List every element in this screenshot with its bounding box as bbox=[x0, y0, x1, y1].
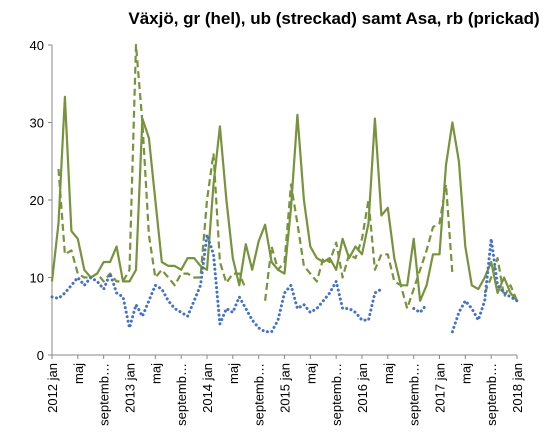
x-tick-label: septemb… bbox=[329, 363, 344, 426]
x-tick-label: maj bbox=[226, 363, 241, 384]
y-tick-label: 20 bbox=[30, 193, 44, 208]
series-line bbox=[50, 95, 518, 302]
x-tick-label: 2015 jan bbox=[278, 363, 293, 413]
y-tick-label: 30 bbox=[30, 116, 44, 131]
x-tick-label: maj bbox=[303, 363, 318, 384]
x-tick-label: septemb… bbox=[252, 363, 267, 426]
x-tick-label: maj bbox=[458, 363, 473, 384]
y-tick-label: 0 bbox=[37, 348, 44, 363]
x-tick-label: 2013 jan bbox=[123, 363, 138, 413]
x-tick-label: 2017 jan bbox=[433, 363, 448, 413]
x-tick-label: 2014 jan bbox=[200, 363, 215, 413]
x-tick-label: 2016 jan bbox=[355, 363, 370, 413]
x-tick-label: 2012 jan bbox=[45, 363, 60, 413]
x-tick-label: maj bbox=[381, 363, 396, 384]
series-line bbox=[57, 43, 519, 310]
x-tick-label: maj bbox=[71, 363, 86, 384]
y-tick-label: 40 bbox=[30, 38, 44, 53]
x-tick-label: maj bbox=[148, 363, 163, 384]
chart-title: Växjö, gr (hel), ub (streckad) samt Asa,… bbox=[128, 9, 539, 28]
x-tick-label: septemb… bbox=[97, 363, 112, 426]
y-tick-label: 10 bbox=[30, 271, 44, 286]
x-tick-label: septemb… bbox=[407, 363, 422, 426]
series-line bbox=[50, 233, 519, 334]
x-tick-label: septemb… bbox=[174, 363, 189, 426]
x-tick-label: septemb… bbox=[484, 363, 499, 426]
x-tick-label: 2018 jan bbox=[510, 363, 525, 413]
